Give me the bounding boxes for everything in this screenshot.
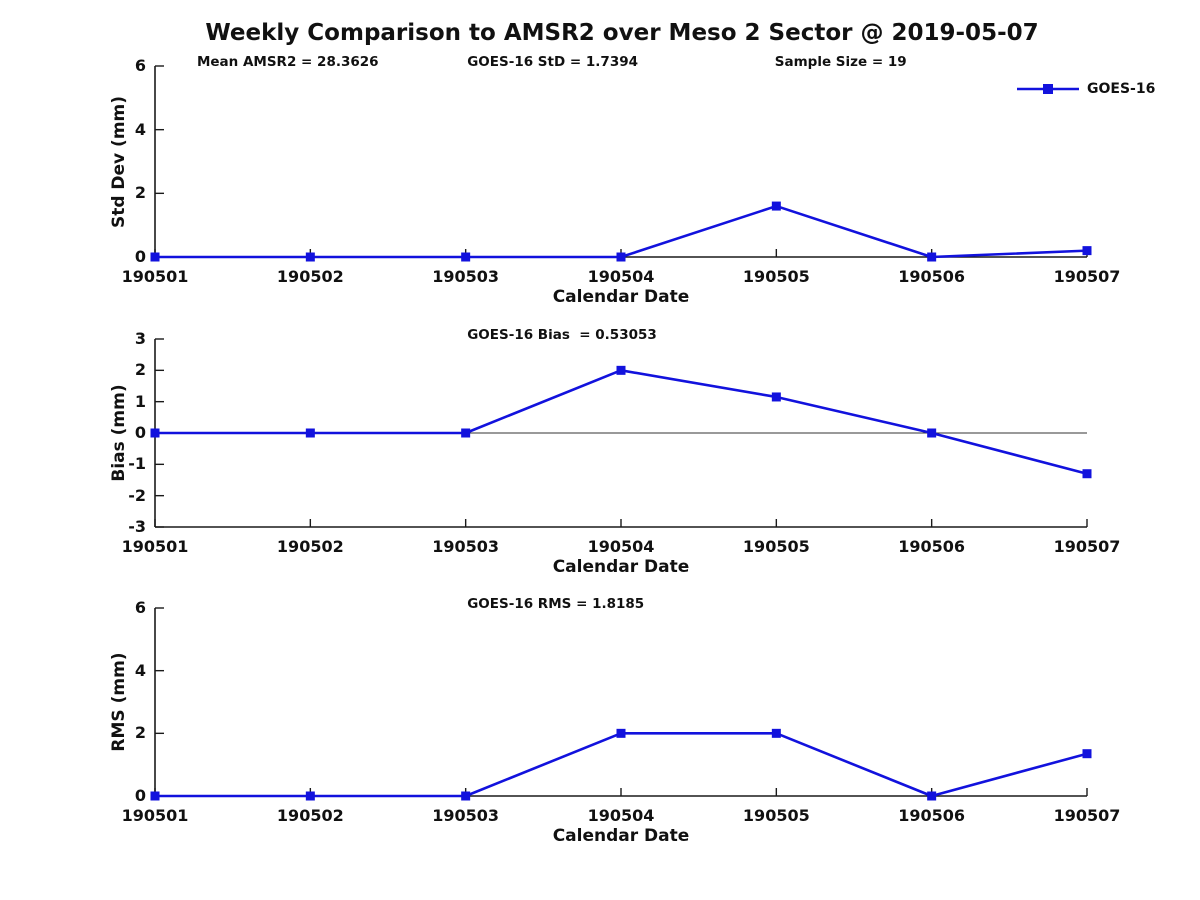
y-tick-label: 0: [134, 786, 146, 805]
y-axis-title: Std Dev (mm): [109, 95, 129, 228]
data-point-marker: [927, 252, 937, 262]
y-tick-label: 1: [134, 391, 146, 411]
data-point-marker: [927, 791, 937, 801]
annotation-text: GOES-16 Bias = 0.53053: [467, 327, 657, 343]
legend-line-icon: [1017, 84, 1079, 94]
data-point-marker: [771, 392, 781, 402]
x-tick-label: 190504: [587, 537, 655, 556]
data-point-marker: [461, 428, 471, 438]
data-point-marker: [927, 428, 937, 438]
x-axis-title: Calendar Date: [552, 826, 690, 846]
y-tick-label: -3: [128, 517, 146, 536]
x-tick-label: 190502: [276, 806, 344, 825]
x-axis-title: Calendar Date: [552, 557, 690, 577]
y-tick-label: 3: [134, 329, 146, 348]
x-tick-label: 190506: [898, 267, 966, 286]
x-tick-label: 190507: [1053, 537, 1121, 556]
annotation-text: Sample Size = 19: [774, 54, 907, 70]
x-tick-label: 190504: [587, 267, 655, 286]
annotation-text: GOES-16 RMS = 1.8185: [467, 596, 645, 612]
x-tick-label: 190507: [1053, 806, 1121, 825]
data-point-marker: [461, 252, 471, 262]
y-tick-label: -2: [128, 485, 146, 505]
data-point-marker: [1082, 469, 1092, 479]
data-point-marker: [771, 728, 781, 738]
data-point-marker: [1082, 246, 1092, 256]
x-tick-label: 190503: [432, 267, 500, 286]
y-tick-label: 0: [134, 423, 146, 442]
x-tick-label: 190503: [432, 806, 500, 825]
x-tick-label: 190504: [587, 806, 655, 825]
series-line: [155, 369, 1088, 475]
y-tick-label: 2: [134, 183, 146, 203]
x-tick-label: 190506: [898, 806, 966, 825]
data-point-marker: [305, 428, 315, 438]
data-point-marker: [150, 428, 160, 438]
x-tick-label: 190501: [121, 267, 189, 286]
x-tick-label: 190505: [742, 537, 810, 556]
annotation-text: GOES-16 StD = 1.7394: [467, 54, 638, 70]
data-point-marker: [1082, 749, 1092, 759]
y-tick-label: 2: [134, 723, 146, 743]
x-tick-label: 190507: [1053, 267, 1121, 286]
y-tick-label: 0: [134, 247, 146, 266]
x-tick-label: 190501: [121, 806, 189, 825]
x-tick-label: 190502: [276, 537, 344, 556]
y-tick-label: 4: [134, 660, 146, 680]
data-point-marker: [305, 252, 315, 262]
annotation-text: Mean AMSR2 = 28.3626: [196, 54, 379, 70]
legend-label: GOES-16: [1087, 81, 1156, 97]
x-tick-label: 190503: [432, 537, 500, 556]
x-tick-label: 190505: [742, 806, 810, 825]
chart-title: Weekly Comparison to AMSR2 over Meso 2 S…: [205, 20, 1039, 46]
y-axis-title: Bias (mm): [109, 384, 129, 482]
data-point-marker: [771, 201, 781, 211]
x-tick-label: 190506: [898, 537, 966, 556]
legend: GOES-16: [1016, 79, 1155, 99]
y-tick-label: -1: [128, 454, 146, 474]
y-tick-label: 6: [134, 56, 146, 75]
data-point-marker: [616, 365, 626, 375]
data-point-marker: [150, 252, 160, 262]
x-tick-label: 190502: [276, 267, 344, 286]
y-axis-title: RMS (mm): [109, 652, 129, 752]
y-tick-label: 2: [134, 360, 146, 380]
data-point-marker: [616, 252, 626, 262]
x-tick-label: 190501: [121, 537, 189, 556]
series-line: [155, 732, 1088, 798]
data-point-marker: [150, 791, 160, 801]
data-point-marker: [461, 791, 471, 801]
x-tick-label: 190505: [742, 267, 810, 286]
y-tick-label: 4: [134, 119, 146, 139]
x-axis-title: Calendar Date: [552, 287, 690, 307]
y-tick-label: 6: [134, 598, 146, 617]
data-point-marker: [305, 791, 315, 801]
data-point-marker: [616, 728, 626, 738]
